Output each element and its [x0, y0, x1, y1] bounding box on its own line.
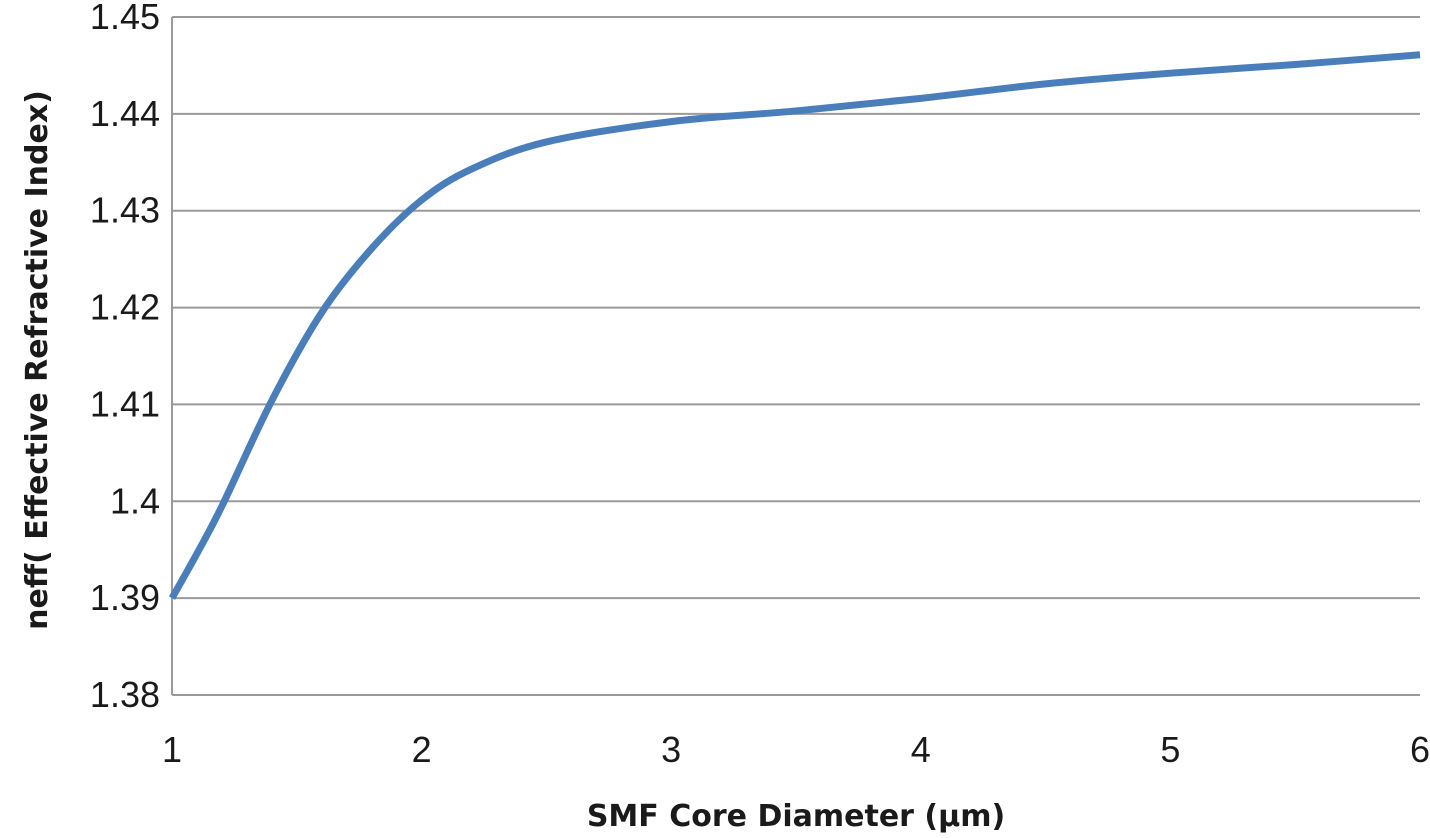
y-tick-label: 1.4 [110, 480, 160, 521]
y-tick-label: 1.41 [90, 383, 160, 424]
y-tick-label: 1.42 [90, 287, 160, 328]
y-tick-label: 1.39 [90, 577, 160, 618]
series-group [168, 51, 1421, 600]
series-line [168, 51, 1421, 600]
x-tick-label: 2 [412, 729, 432, 770]
x-tick-label: 1 [162, 729, 182, 770]
y-tick-label: 1.38 [90, 674, 160, 715]
x-tick-label: 5 [1160, 729, 1180, 770]
x-tick-labels: 1 2 3 4 5 6 [162, 729, 1430, 770]
x-tick-label: 6 [1410, 729, 1430, 770]
y-tick-label: 1.43 [90, 190, 160, 231]
x-tick-label: 3 [661, 729, 681, 770]
y-tick-label: 1.45 [90, 0, 160, 37]
x-axis-title: SMF Core Diameter (μm) [587, 799, 1005, 834]
axes [171, 17, 1420, 696]
y-tick-label: 1.44 [90, 93, 160, 134]
y-axis-title: neff( Effective Refractive Index) [20, 90, 55, 630]
gridlines [172, 16, 1420, 600]
x-tick-label: 4 [911, 729, 931, 770]
y-tick-labels: 1.38 1.39 1.4 1.41 1.42 1.43 1.44 1.45 [90, 0, 160, 715]
